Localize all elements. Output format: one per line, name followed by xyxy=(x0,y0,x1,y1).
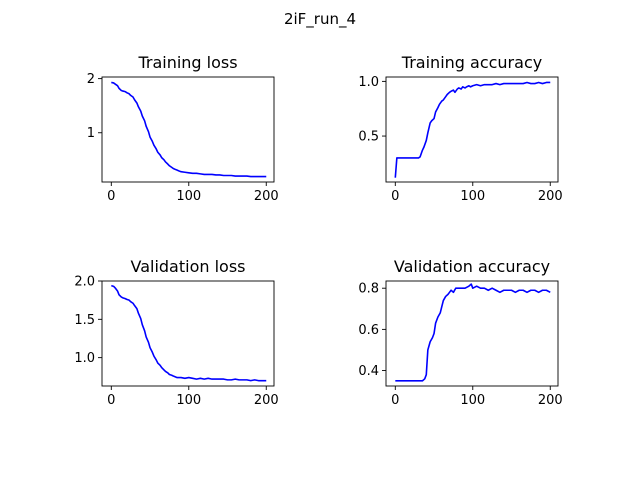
validation-loss-line xyxy=(111,284,267,382)
training-loss-panel: Training loss 0 100 200 1 2 xyxy=(87,53,279,204)
training-accuracy-line xyxy=(394,81,551,178)
training-loss-ytick-label: 2 xyxy=(87,72,95,87)
validation-loss-panel: Validation loss 0 100 200 1.0 1.5 2.0 xyxy=(74,257,278,408)
figure-suptitle: 2iF_run_4 xyxy=(284,10,356,29)
validation-accuracy-xtick-label: 100 xyxy=(460,393,485,408)
training-accuracy-ytick-label: 1.0 xyxy=(358,75,379,90)
training-loss-xtick-label: 100 xyxy=(176,189,201,204)
validation-loss-axes-frame xyxy=(101,280,275,387)
training-loss-line xyxy=(111,81,267,178)
validation-loss-title: Validation loss xyxy=(131,257,246,276)
validation-accuracy-ytick-label: 0.8 xyxy=(358,282,379,297)
training-accuracy-title: Training accuracy xyxy=(401,53,542,72)
validation-loss-xtick-label: 200 xyxy=(254,393,279,408)
training-accuracy-axes-frame xyxy=(385,76,559,183)
training-accuracy-panel: Training accuracy 0 100 200 0.5 1.0 xyxy=(358,53,562,204)
training-accuracy-xtick-label: 100 xyxy=(460,189,485,204)
validation-loss-xtick-label: 100 xyxy=(176,393,201,408)
training-loss-axes-frame xyxy=(101,76,275,183)
validation-accuracy-axes-frame xyxy=(385,280,559,387)
training-loss-xtick-label: 200 xyxy=(254,189,279,204)
validation-accuracy-panel: Validation accuracy 0 100 200 0.4 0.6 0.8 xyxy=(358,257,562,408)
training-loss-xtick-label: 0 xyxy=(107,189,115,204)
training-accuracy-ytick-label: 0.5 xyxy=(358,130,379,145)
validation-accuracy-title: Validation accuracy xyxy=(394,257,550,276)
training-accuracy-xtick-label: 200 xyxy=(538,189,563,204)
validation-accuracy-xtick-label: 0 xyxy=(391,393,399,408)
training-loss-title: Training loss xyxy=(137,53,237,72)
validation-loss-ytick-label: 1.0 xyxy=(74,351,95,366)
validation-accuracy-xtick-label: 200 xyxy=(538,393,563,408)
validation-loss-xtick-label: 0 xyxy=(107,393,115,408)
training-accuracy-xtick-label: 0 xyxy=(391,189,399,204)
validation-accuracy-ytick-label: 0.4 xyxy=(358,364,379,379)
validation-loss-ytick-label: 1.5 xyxy=(74,313,95,328)
validation-loss-ytick-label: 2.0 xyxy=(74,275,95,290)
validation-accuracy-line xyxy=(395,283,551,382)
training-loss-ytick-label: 1 xyxy=(87,126,95,141)
validation-accuracy-ytick-label: 0.6 xyxy=(358,323,379,338)
